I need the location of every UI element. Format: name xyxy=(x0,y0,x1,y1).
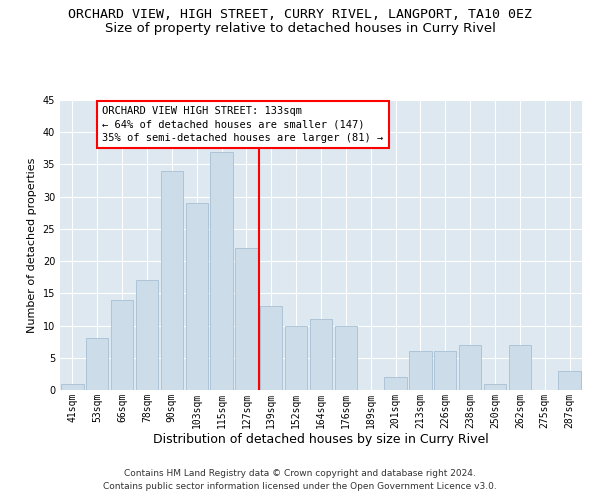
Text: Distribution of detached houses by size in Curry Rivel: Distribution of detached houses by size … xyxy=(153,432,489,446)
Bar xyxy=(260,306,283,390)
Bar xyxy=(111,300,133,390)
Bar xyxy=(61,384,83,390)
Text: Size of property relative to detached houses in Curry Rivel: Size of property relative to detached ho… xyxy=(104,22,496,35)
Bar xyxy=(409,352,431,390)
Bar xyxy=(335,326,357,390)
Text: ORCHARD VIEW, HIGH STREET, CURRY RIVEL, LANGPORT, TA10 0EZ: ORCHARD VIEW, HIGH STREET, CURRY RIVEL, … xyxy=(68,8,532,20)
Bar xyxy=(285,326,307,390)
Bar xyxy=(310,319,332,390)
Bar xyxy=(385,377,407,390)
Bar xyxy=(434,352,457,390)
Bar xyxy=(235,248,257,390)
Bar xyxy=(484,384,506,390)
Bar xyxy=(559,370,581,390)
Bar xyxy=(211,152,233,390)
Bar xyxy=(459,345,481,390)
Bar xyxy=(161,171,183,390)
Bar xyxy=(86,338,109,390)
Text: Contains HM Land Registry data © Crown copyright and database right 2024.: Contains HM Land Registry data © Crown c… xyxy=(124,468,476,477)
Text: ORCHARD VIEW HIGH STREET: 133sqm
← 64% of detached houses are smaller (147)
35% : ORCHARD VIEW HIGH STREET: 133sqm ← 64% o… xyxy=(102,106,383,143)
Y-axis label: Number of detached properties: Number of detached properties xyxy=(27,158,37,332)
Bar xyxy=(509,345,531,390)
Bar xyxy=(136,280,158,390)
Bar xyxy=(185,203,208,390)
Text: Contains public sector information licensed under the Open Government Licence v3: Contains public sector information licen… xyxy=(103,482,497,491)
